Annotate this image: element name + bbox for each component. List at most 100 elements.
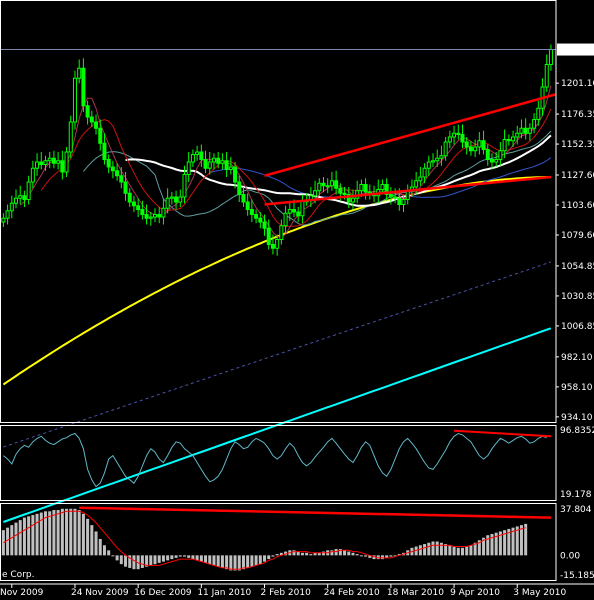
candle (161, 199, 166, 225)
macd-histogram-bar (10, 525, 14, 556)
macd-histogram-bar (271, 555, 275, 557)
candle-body (241, 194, 246, 203)
price-panel[interactable] (0, 44, 556, 523)
candle (489, 153, 494, 170)
macd-histogram-bar (507, 528, 511, 556)
candle (477, 132, 482, 155)
candle (127, 188, 132, 207)
candle-body (89, 116, 94, 123)
candle-body (123, 181, 128, 194)
macd-histogram-bar (263, 555, 267, 562)
candle-body (254, 214, 259, 219)
candle-body (77, 67, 82, 79)
candle-body (418, 176, 423, 182)
macd-histogram-bar (393, 555, 397, 557)
candle-body (211, 157, 216, 163)
candle-body (329, 180, 334, 187)
candle (224, 152, 229, 177)
candle (544, 54, 549, 92)
candle-body (190, 154, 195, 163)
candle-body (489, 159, 494, 163)
candle (47, 152, 52, 169)
macd-histogram-bar (187, 555, 191, 558)
macd-histogram-bar (115, 555, 119, 561)
macd-tick-label: 37.804 (560, 505, 592, 515)
candle-body (199, 151, 204, 160)
macd-histogram-bar (439, 542, 443, 556)
macd-histogram-bar (166, 555, 170, 561)
resistance-trendline (264, 93, 556, 177)
candle (178, 189, 183, 207)
macd-histogram-bar (305, 552, 309, 556)
price-axis: 1201.10 1176.35 1152.35 1127.60 1103.60 … (561, 79, 594, 423)
candle (169, 192, 174, 205)
macd-histogram-bar (452, 546, 456, 556)
candle (262, 214, 267, 236)
macd-histogram-bar (498, 531, 502, 556)
candle (148, 212, 153, 226)
macd-histogram-bar (460, 547, 464, 556)
stochastic-panel[interactable] (3, 429, 552, 488)
macd-histogram-bar (48, 511, 52, 556)
candle-body (140, 209, 145, 215)
candle-body (544, 64, 549, 88)
macd-histogram-bar (246, 555, 250, 568)
candle-body (60, 160, 65, 173)
candle-body (9, 202, 14, 212)
candle (485, 144, 490, 166)
candle-body (275, 239, 280, 249)
candle-body (279, 225, 284, 240)
date-tick-label: 9 Apr 2010 (450, 588, 500, 598)
macd-histogram-bar (128, 555, 132, 568)
candle-body (144, 214, 149, 219)
candle-body (245, 201, 250, 210)
date-tick-label: Nov 2009 (0, 588, 44, 598)
candle-body (414, 180, 419, 188)
candle (115, 163, 120, 181)
candle-body (186, 161, 191, 175)
candle (94, 114, 99, 135)
stochastic-line (3, 432, 547, 488)
macd-histogram-bar (86, 518, 90, 556)
macd-histogram-bar (216, 555, 220, 567)
macd-histogram-bar (237, 555, 241, 571)
macd-histogram-bar (153, 555, 157, 565)
candle-body (532, 119, 537, 129)
candle-body (338, 187, 343, 194)
macd-histogram-bar (473, 542, 477, 556)
stochastic-axis: 96.8352 19.178 (560, 426, 594, 500)
candle-body (64, 151, 69, 173)
macd-panel[interactable] (1, 506, 551, 571)
macd-histogram-bar (140, 555, 144, 568)
candle (18, 185, 23, 205)
candle-body (363, 184, 368, 193)
candle-body (119, 175, 124, 183)
candle (195, 145, 200, 161)
macd-histogram-bar (351, 552, 355, 556)
candle-body (317, 182, 322, 192)
candle (287, 200, 292, 221)
macd-histogram-bar (119, 555, 123, 565)
candle-body (393, 196, 398, 199)
candle (401, 194, 406, 212)
candle-body (26, 181, 31, 200)
macd-histogram-bar (380, 555, 384, 560)
candle (325, 178, 330, 194)
candle-body (426, 161, 431, 169)
candle-body (346, 194, 351, 203)
candle (241, 187, 246, 207)
candle (245, 193, 250, 216)
candle (456, 124, 461, 140)
candle (77, 59, 82, 84)
candle-body (14, 197, 19, 204)
candle-body (203, 159, 208, 169)
macd-histogram-bar (233, 555, 237, 571)
candle (43, 155, 48, 171)
macd-histogram-bar (385, 555, 389, 558)
candle-body (460, 134, 465, 143)
macd-histogram-bar (397, 554, 401, 556)
macd-axis: 37.804 0.00 -15.185 (560, 505, 594, 581)
candle (51, 150, 56, 169)
price-tick-label: 1127.60 (561, 171, 594, 181)
